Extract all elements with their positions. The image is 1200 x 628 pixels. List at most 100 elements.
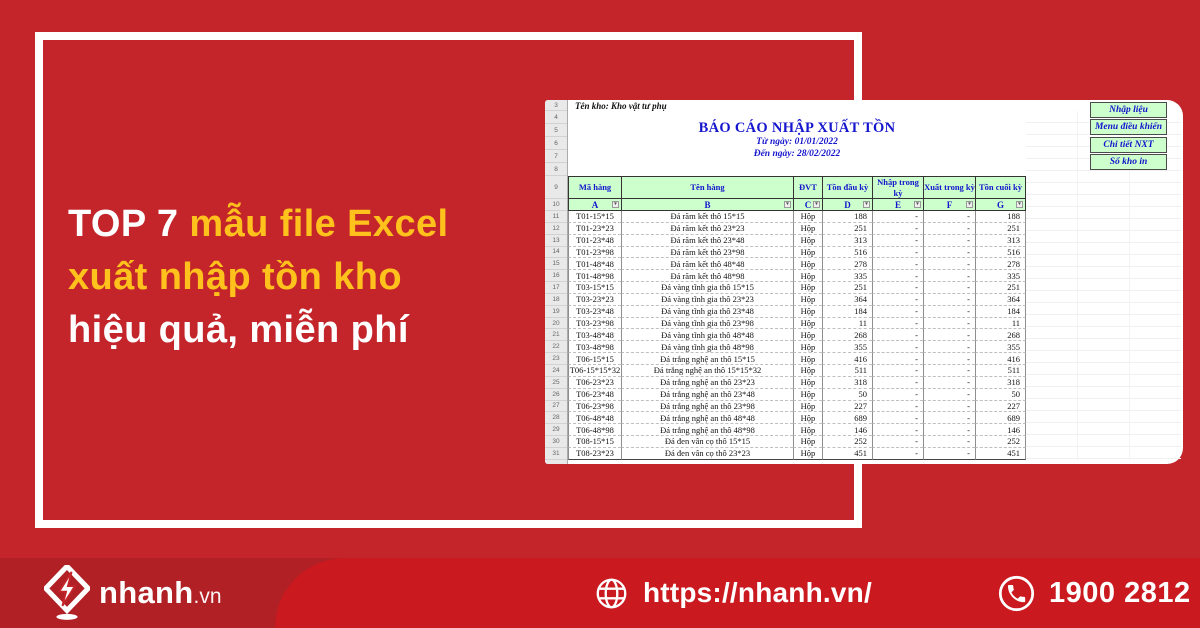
cell-close[interactable]: 251 [975,282,1026,294]
cell-open[interactable]: 252 [822,436,872,448]
row-number-17[interactable]: 17 [545,282,567,294]
filter-dropdown-icon[interactable]: ▾ [612,201,619,208]
filter-dropdown-icon[interactable]: ▾ [1016,201,1023,208]
cell-open[interactable]: 251 [822,282,872,294]
cell-out[interactable]: - [923,412,975,425]
column-letter-D[interactable]: D ▾ [822,199,872,211]
cell-unit[interactable]: Hộp [793,388,822,401]
cell-in[interactable]: - [872,270,923,283]
row-number-31[interactable]: 31 [545,448,567,460]
cell-close[interactable]: 50 [975,388,1026,401]
cell-open[interactable]: 416 [822,353,872,365]
cell-open[interactable]: 188 [822,211,872,223]
cell-close[interactable]: 278 [975,258,1026,271]
cell-unit[interactable]: Hộp [793,341,822,354]
cell-in[interactable]: - [872,364,923,377]
cell-code[interactable]: T03-15*15 [568,282,621,294]
cell-out[interactable]: - [923,282,975,294]
row-number-28[interactable]: 28 [545,412,567,425]
cell-code[interactable]: T01-23*48 [568,234,621,247]
cell-name[interactable]: Đá trắng nghệ an thô 23*48 [621,388,793,401]
cell-code[interactable]: T01-48*48 [568,258,621,271]
cell-name[interactable]: Đá trắng nghệ an thô 15*15*32 [621,364,793,377]
cell-out[interactable]: - [923,388,975,401]
cell-name[interactable]: Đá vàng tĩnh gia thô 15*15 [621,282,793,294]
cell-code[interactable]: T01-15*15 [568,211,621,223]
cell-code[interactable]: T01-23*23 [568,222,621,235]
cell-unit[interactable]: Hộp [793,258,822,271]
cell-name[interactable]: Đá răm kết thô 15*15 [621,211,793,223]
cell-out[interactable]: - [923,364,975,377]
cell-out[interactable]: - [923,341,975,354]
cell-close[interactable]: 511 [975,364,1026,377]
cell-open[interactable]: 146 [822,424,872,437]
row-number-18[interactable]: 18 [545,294,567,306]
column-letter-G[interactable]: G ▾ [975,199,1026,211]
cell-close[interactable]: 184 [975,305,1026,318]
cell-open[interactable]: 516 [822,246,872,259]
cell-open[interactable]: 364 [822,293,872,306]
cell-open[interactable]: 184 [822,305,872,318]
cell-out[interactable]: - [923,222,975,235]
cell-code[interactable]: T03-48*98 [568,341,621,354]
cell-unit[interactable]: Hộp [793,364,822,377]
row-number-29[interactable]: 29 [545,424,567,437]
cell-in[interactable]: - [872,412,923,425]
cell-in[interactable]: - [872,447,923,460]
row-number-25[interactable]: 25 [545,377,567,389]
cell-code[interactable]: T06-23*98 [568,400,621,413]
cell-unit[interactable]: Hộp [793,424,822,437]
cell-open[interactable]: 355 [822,341,872,354]
row-number-14[interactable]: 14 [545,247,567,259]
cell-code[interactable]: T03-23*48 [568,305,621,318]
cell-name[interactable]: Đá trắng nghệ an thô 23*23 [621,376,793,389]
cell-close[interactable]: 268 [975,329,1026,342]
cell-unit[interactable]: Hộp [793,436,822,448]
row-number-27[interactable]: 27 [545,401,567,413]
row-number-10[interactable]: 10 [545,199,567,211]
cell-out[interactable]: - [923,246,975,259]
cell-name[interactable]: Đá răm kết thô 23*48 [621,234,793,247]
cell-name[interactable]: Đá vàng tĩnh gia thô 23*23 [621,293,793,306]
cell-out[interactable]: - [923,270,975,283]
cell-in[interactable]: - [872,246,923,259]
cell-name[interactable]: Đá trắng nghệ an thô 48*48 [621,412,793,425]
cell-close[interactable]: 416 [975,353,1026,365]
cell-open[interactable]: 278 [822,258,872,271]
cell-close[interactable]: 355 [975,341,1026,354]
filter-dropdown-icon[interactable]: ▾ [966,201,973,208]
column-letter-E[interactable]: E ▾ [872,199,923,211]
cell-in[interactable]: - [872,258,923,271]
cell-name[interactable]: Đá răm kết thô 48*48 [621,258,793,271]
filter-dropdown-icon[interactable]: ▾ [813,201,820,208]
cell-code[interactable]: T01-23*98 [568,246,621,259]
cell-in[interactable]: - [872,329,923,342]
cell-name[interactable]: Đá trắng nghệ an thô 15*15 [621,353,793,365]
column-letter-B[interactable]: B ▾ [621,199,793,211]
cell-close[interactable]: 516 [975,246,1026,259]
cell-out[interactable]: - [923,329,975,342]
cell-in[interactable]: - [872,305,923,318]
cell-out[interactable]: - [923,317,975,330]
cell-name[interactable]: Đá đen vân cọ thô 23*23 [621,447,793,460]
row-number-30[interactable]: 30 [545,436,567,448]
cell-out[interactable]: - [923,447,975,460]
cell-unit[interactable]: Hộp [793,222,822,235]
cell-close[interactable]: 364 [975,293,1026,306]
cell-out[interactable]: - [923,400,975,413]
cell-close[interactable]: 313 [975,234,1026,247]
store-name-cell[interactable]: Tên kho: Kho vật tư phụ [575,100,667,111]
cell-unit[interactable]: Hộp [793,447,822,460]
row-number-13[interactable]: 13 [545,235,567,247]
row-number-20[interactable]: 20 [545,318,567,330]
cell-open[interactable]: 451 [822,447,872,460]
column-header-G[interactable]: Tồn cuối kỳ [975,176,1026,199]
cell-out[interactable]: - [923,211,975,223]
cell-open[interactable]: 251 [822,222,872,235]
cell-in[interactable]: - [872,400,923,413]
row-number-7[interactable]: 7 [545,150,567,163]
column-header-D[interactable]: Tồn đầu kỳ [822,176,872,199]
cell-out[interactable]: - [923,353,975,365]
row-number-6[interactable]: 6 [545,137,567,150]
cell-in[interactable]: - [872,376,923,389]
